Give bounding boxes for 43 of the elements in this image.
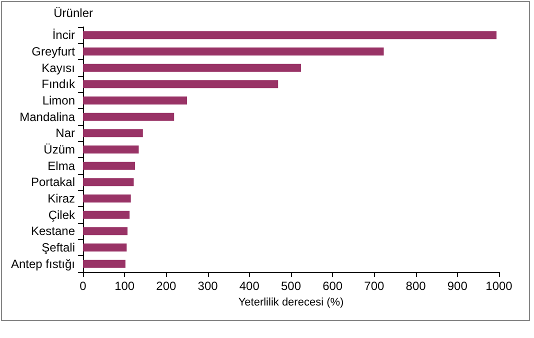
bar: [83, 178, 134, 186]
bar: [83, 96, 187, 104]
bar: [83, 162, 135, 170]
y-tick-label: Portakal: [30, 175, 75, 190]
bar: [83, 227, 128, 236]
y-tick-label: Limon: [42, 94, 75, 108]
y-tick-label: Fındık: [42, 77, 76, 92]
y-tick-label: Üzüm: [44, 142, 75, 156]
y-tick-label: Kiraz: [48, 192, 75, 206]
bar: [83, 112, 174, 121]
x-tick-label: 400: [239, 279, 260, 293]
bar: [83, 210, 130, 219]
bar: [83, 260, 126, 268]
bar: [83, 31, 497, 40]
bar: [83, 146, 139, 154]
bar: [83, 129, 143, 138]
bar: [83, 194, 131, 202]
y-tick-label: Şeftali: [42, 240, 75, 254]
y-tick-label: Elma: [48, 158, 76, 173]
y-tick-label: Nar: [56, 126, 75, 140]
y-axis-title: Ürünler: [54, 6, 93, 20]
x-axis-title: Yeterlilik derecesi (%): [238, 296, 344, 308]
y-tick-label: Greyfurt: [32, 44, 76, 58]
x-tick-label: 200: [156, 279, 177, 293]
x-tick-label: 800: [406, 279, 426, 293]
bar: [83, 80, 278, 88]
bar: [83, 64, 301, 72]
y-tick-label: Mandalina: [20, 110, 76, 124]
x-tick-label: 500: [280, 279, 302, 293]
bar: [83, 48, 384, 56]
y-tick-label: Kayısı: [42, 60, 75, 75]
y-tick-label: Kestane: [30, 224, 76, 238]
y-tick-label: Antep fıstığı: [10, 256, 75, 271]
x-tick-label: 900: [447, 279, 468, 293]
x-tick-label: 1000: [486, 279, 513, 293]
x-tick-label: 700: [364, 279, 385, 293]
y-tick-label: Çilek: [48, 208, 76, 222]
x-tick-label: 0: [80, 279, 87, 293]
y-tick-label: İncir: [52, 28, 75, 42]
x-tick-label: 300: [198, 279, 218, 293]
bar: [83, 244, 127, 252]
x-tick-label: 100: [114, 279, 135, 293]
x-tick-label: 600: [322, 279, 343, 293]
